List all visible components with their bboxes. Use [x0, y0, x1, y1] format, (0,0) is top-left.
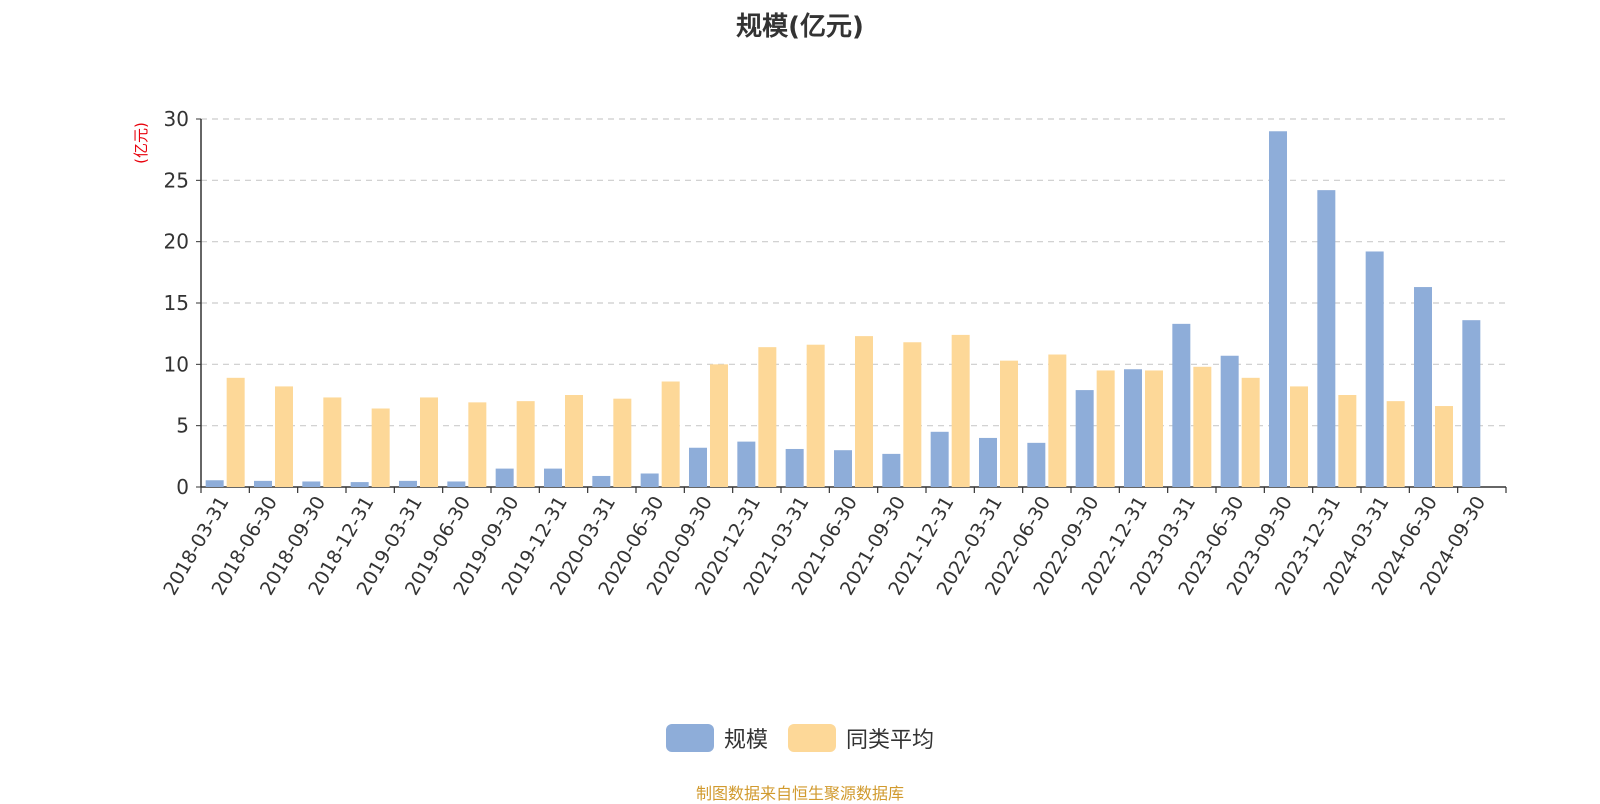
bar-peer-average [806, 344, 825, 487]
bar-peer-average [1048, 354, 1067, 487]
bar-scale [737, 441, 756, 487]
bar-scale [1269, 131, 1287, 487]
bar-scale [447, 481, 466, 487]
y-tick-label: 20 [164, 230, 189, 254]
legend-label-scale: 规模 [723, 728, 768, 753]
bar-peer-average [903, 342, 922, 487]
bar-peer-average [420, 397, 438, 487]
bar-peer-average [710, 364, 728, 487]
bar-scale [640, 473, 659, 487]
bar-peer-average [613, 398, 632, 487]
bar-peer-average [516, 401, 535, 487]
bar-scale [834, 450, 852, 487]
y-axis-title: (亿元) [132, 122, 150, 164]
bar-peer-average [323, 397, 342, 487]
bar-peer-average [855, 336, 873, 487]
bar-scale [544, 468, 562, 487]
bar-peer-average [1290, 386, 1308, 487]
bar-scale [1124, 369, 1142, 487]
bar-scale [205, 480, 224, 487]
source-note: 制图数据来自恒生聚源数据库 [695, 784, 904, 803]
bar-peer-average [1386, 401, 1405, 487]
bar-scale [1462, 320, 1481, 487]
bar-peer-average [1096, 370, 1115, 487]
bar-scale [1365, 251, 1384, 487]
bar-scale [495, 468, 514, 487]
legend-swatch-peer-average [788, 724, 836, 752]
bar-scale [979, 437, 997, 487]
bar-peer-average [226, 377, 245, 487]
bar-peer-average [1193, 366, 1212, 487]
bar-scale [1172, 323, 1191, 487]
bar-peer-average [661, 381, 680, 487]
bar-peer-average [468, 402, 487, 487]
bar-scale [1220, 355, 1239, 487]
bar-peer-average [1145, 370, 1163, 487]
bar-scale [254, 480, 272, 487]
bar-scale [689, 447, 707, 487]
y-tick-label: 15 [164, 291, 189, 315]
bar-scale [1414, 287, 1432, 487]
bar-peer-average [758, 347, 777, 487]
bar-scale [785, 448, 804, 487]
bar-scale [882, 453, 901, 487]
bar-peer-average [1338, 395, 1357, 487]
bar-peer-average [565, 395, 583, 487]
bar-scale [592, 475, 611, 487]
bar-scale [302, 481, 321, 487]
bar-scale [930, 431, 949, 487]
bar-peer-average [275, 386, 293, 487]
legend: 规模 同类平均 [0, 722, 1600, 754]
bar-peer-average [951, 334, 970, 487]
legend-item-scale[interactable]: 规模 [665, 722, 768, 754]
bar-scale [399, 480, 417, 487]
bar-peer-average [1435, 406, 1453, 487]
legend-label-peer-average: 同类平均 [846, 728, 935, 753]
legend-item-peer-average[interactable]: 同类平均 [788, 722, 934, 754]
y-tick-label: 5 [176, 414, 189, 438]
bar-scale [1075, 390, 1094, 487]
bar-scale [1317, 190, 1336, 487]
bar-peer-average [1241, 377, 1260, 487]
y-tick-label: 25 [164, 168, 189, 192]
legend-swatch-scale [665, 724, 714, 752]
y-tick-label: 0 [176, 475, 189, 499]
bar-peer-average [371, 408, 390, 487]
y-tick-label: 30 [164, 107, 189, 131]
bar-peer-average [1000, 360, 1018, 487]
y-tick-label: 10 [164, 352, 189, 376]
bar-scale [1027, 442, 1046, 487]
bar-scale [350, 482, 369, 487]
chart-title: 规模(亿元) [736, 12, 864, 42]
